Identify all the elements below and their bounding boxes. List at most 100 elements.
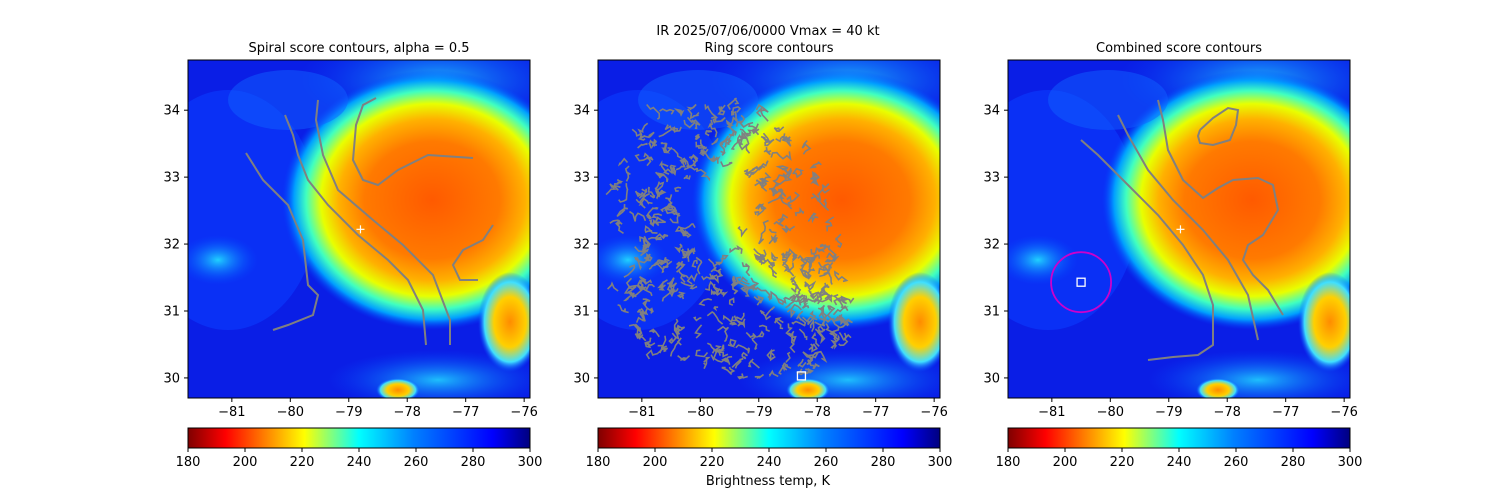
x-tick-label: −80 (1097, 405, 1124, 420)
contour-fragment (618, 183, 629, 203)
colorbar-tick-label: 260 (404, 455, 429, 470)
contour-fragment (712, 268, 724, 284)
colorbar (187, 427, 531, 449)
contour-fragment (770, 151, 792, 162)
contour-fragment (711, 348, 729, 358)
contour-fragment (698, 298, 713, 307)
contour-line (284, 114, 427, 346)
contour-fragment (668, 202, 679, 216)
contour-fragment (735, 312, 745, 321)
contour-fragment (710, 283, 720, 296)
contour-fragment (716, 344, 725, 356)
colorbar (597, 427, 941, 449)
contour-fragment (637, 142, 648, 149)
contour-fragment (817, 288, 831, 305)
contour-fragment (782, 261, 791, 272)
colorbar-tick-label: 300 (928, 455, 953, 470)
axes-frame (187, 59, 531, 399)
y-tick-label: 31 (983, 304, 1000, 319)
contour-line (314, 99, 451, 345)
contour-fragment (758, 177, 770, 185)
contour-fragment (638, 311, 649, 316)
contour-fragment (785, 351, 791, 364)
contour-fragment (644, 337, 652, 349)
contour-fragment (746, 277, 760, 290)
contour-fragment (772, 174, 788, 187)
contour-fragment (771, 270, 777, 279)
x-tick-label: −76 (1330, 405, 1357, 420)
contour-fragment (768, 369, 779, 378)
contour-fragment (804, 368, 814, 374)
contour-fragment (681, 248, 690, 257)
contour-fragment (719, 135, 730, 156)
contour-fragment (745, 332, 759, 339)
contour-fragment (666, 282, 679, 294)
contour-fragment (780, 248, 797, 258)
contour-fragment (811, 331, 820, 347)
contour-fragment (669, 337, 682, 357)
contour-fragment (736, 130, 748, 143)
center-square-marker (1076, 277, 1086, 287)
contour-fragment (710, 266, 718, 273)
contour-fragment (819, 243, 829, 251)
contour-fragment (688, 162, 698, 171)
x-tick-label: −77 (862, 405, 889, 420)
x-tick-label: −76 (920, 405, 947, 420)
contour-fragment (617, 157, 629, 167)
contour-fragment (748, 363, 752, 368)
contour-fragment (633, 256, 642, 271)
contour-fragment (733, 315, 744, 326)
y-tick-label: 34 (983, 104, 1000, 119)
contour-fragment (732, 279, 742, 288)
contour-fragment (804, 254, 818, 268)
contour-fragment (797, 295, 809, 306)
colorbar-tick-label: 220 (700, 455, 725, 470)
contour-fragment (829, 326, 840, 341)
x-tick-label: −81 (628, 405, 655, 420)
contour-fragment (634, 190, 644, 198)
contour-fragment (774, 316, 784, 324)
contour-fragment (804, 280, 811, 288)
contour-fragment (775, 165, 789, 174)
contour-fragment (744, 165, 763, 175)
contour-fragment (821, 183, 830, 190)
contour-fragment (783, 294, 796, 301)
contour-fragment (704, 104, 718, 119)
contour-fragment (634, 246, 650, 257)
contour-fragment (659, 281, 666, 291)
contour-fragment (790, 294, 806, 303)
contour-fragment (657, 279, 668, 289)
contour-fragment (803, 294, 819, 305)
contour-fragment (627, 285, 637, 298)
contour-fragment (748, 358, 760, 369)
colorbar-tick-label: 280 (871, 455, 896, 470)
panel-spiral: Spiral score contours, alpha = 0.5 −81 −80… (163, 41, 542, 470)
contour-fragment (654, 181, 661, 197)
contour-fragment (686, 247, 696, 262)
contour-fragment (634, 254, 650, 264)
ir-imagery (1008, 60, 1350, 398)
contour-fragment (737, 226, 748, 238)
contour-fragment (818, 263, 833, 274)
contour-fragment (695, 256, 703, 275)
contour-fragment (674, 186, 682, 192)
contour-fragment (647, 186, 656, 199)
contour-fragment (778, 194, 792, 207)
colorbar-label: Brightness temp, K (706, 474, 831, 489)
contour-fragment (727, 338, 737, 348)
center-plus-marker (356, 225, 365, 234)
ring-circle-marker (1050, 251, 1112, 314)
contour-fragment (824, 254, 840, 263)
y-tick-label: 30 (573, 371, 590, 386)
contour-fragment (646, 103, 661, 120)
contour-fragment (785, 288, 802, 309)
contour-fragment (679, 223, 696, 235)
contour-fragment (658, 160, 669, 173)
contour-fragment (758, 219, 769, 245)
contour-fragment (777, 213, 789, 222)
contour-fragment (659, 335, 667, 354)
y-tick-label: 32 (573, 238, 590, 253)
contour-fragment (634, 152, 649, 162)
contour-fragment (695, 141, 708, 151)
